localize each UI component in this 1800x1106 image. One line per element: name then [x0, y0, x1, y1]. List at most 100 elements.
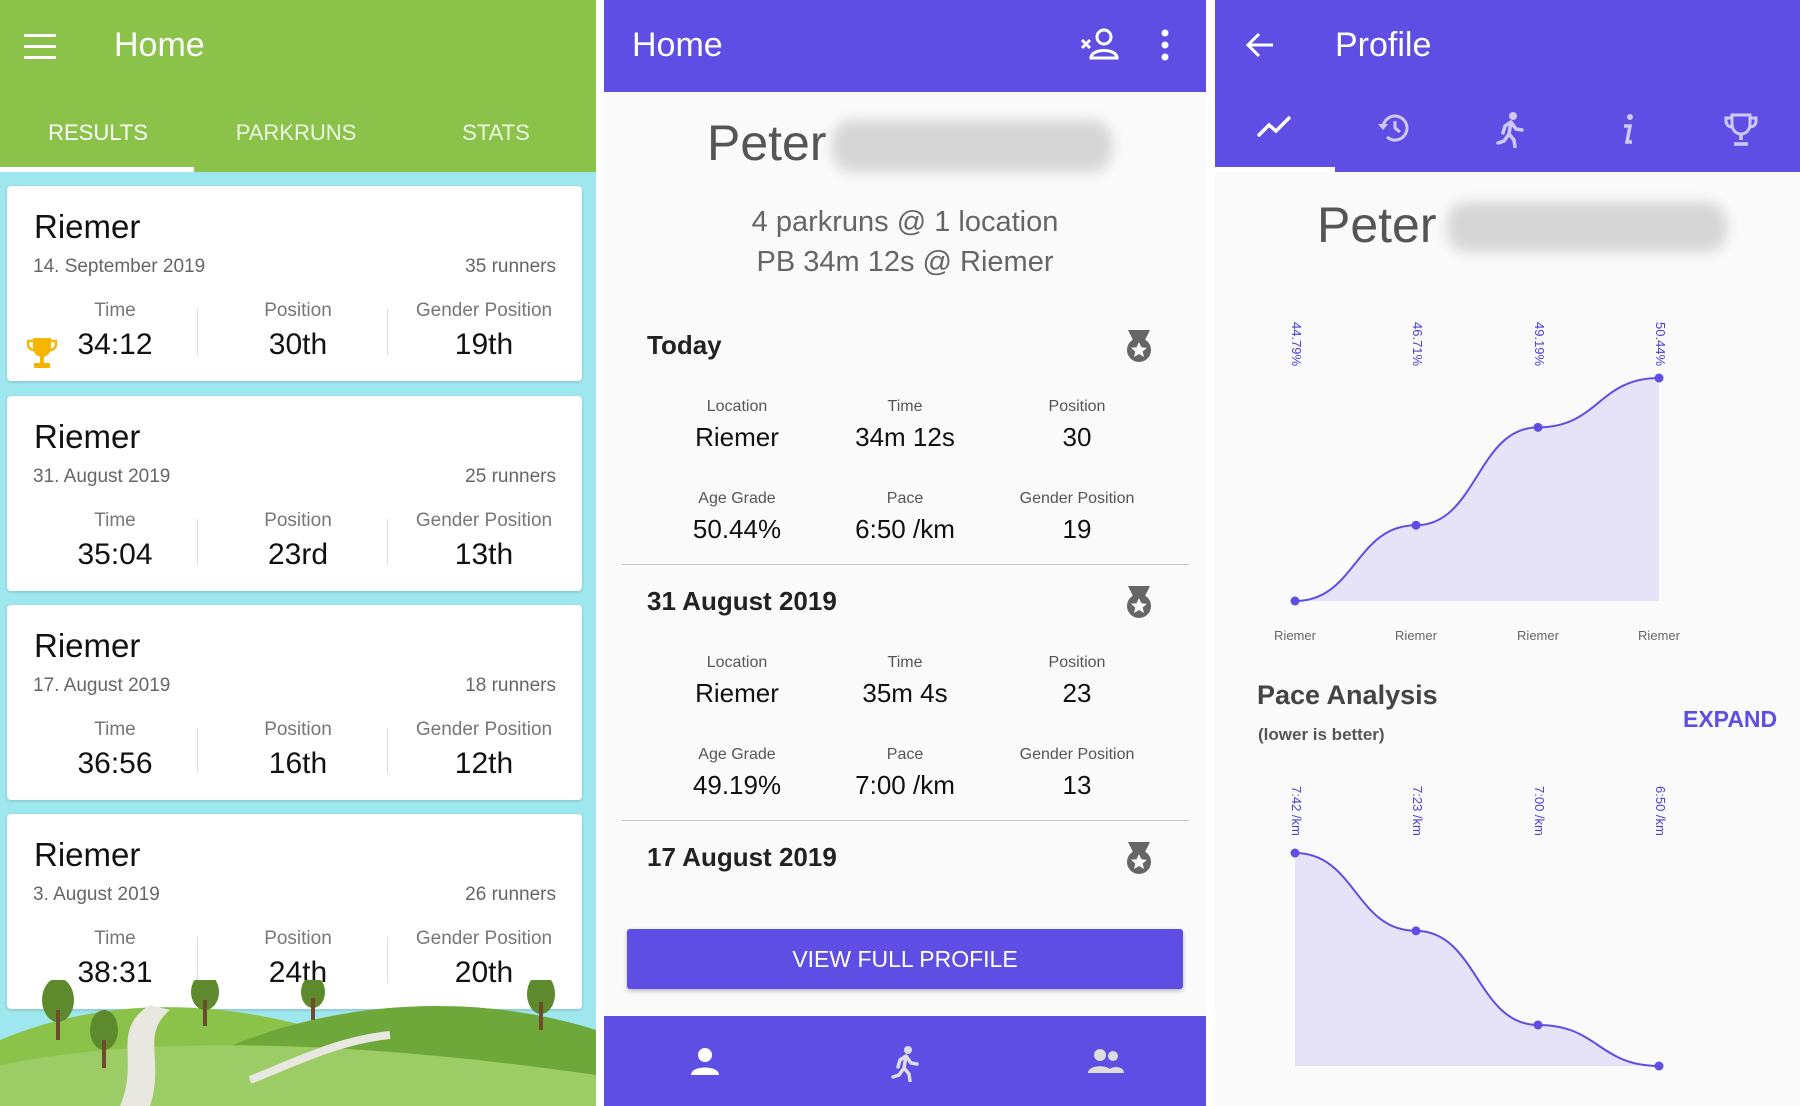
trophy-icon — [27, 338, 57, 368]
tab-info[interactable] — [1569, 112, 1687, 151]
gender-position-label: Gender Position — [415, 719, 553, 740]
time-value: 34m 12s — [855, 422, 955, 452]
result-card[interactable]: Riemer 31. August 2019 25 runners Time 3… — [7, 396, 582, 591]
result-runners: 26 runners — [465, 884, 556, 905]
divider — [387, 519, 388, 565]
result-card[interactable]: Riemer 3. August 2019 26 runners Time 38… — [7, 814, 582, 1009]
time-column: Time 35m 4s — [805, 654, 1005, 709]
age-grade-chart: 44.79% Riemer 46.71% Riemer 49.19% Riemer 50.4… — [1274, 322, 1681, 643]
result-date: 14. September 2019 — [33, 256, 206, 277]
gender-position-column: Gender Position 13th — [394, 510, 574, 572]
result-runners: 18 runners — [465, 675, 556, 696]
divider — [387, 728, 388, 774]
run-icon[interactable] — [890, 1046, 920, 1082]
gender-position-value: 12th — [454, 747, 514, 780]
time-label: Time — [887, 398, 923, 415]
data-label: 7:23 /km — [1410, 786, 1425, 836]
divider — [621, 564, 1189, 565]
gender-position-value: 13 — [1062, 770, 1092, 800]
time-column: Time 38:31 — [25, 928, 205, 990]
result-location: Riemer — [34, 836, 141, 873]
tab-history[interactable] — [1333, 112, 1451, 149]
position-column: Position 30 — [977, 398, 1177, 453]
person-add-icon[interactable] — [1080, 26, 1122, 62]
group-icon[interactable] — [1088, 1046, 1124, 1076]
data-point — [1654, 373, 1664, 383]
age-grade-column: Age Grade 50.44% — [637, 490, 837, 545]
park-illustration — [0, 980, 596, 1106]
result-location: Riemer — [34, 208, 141, 245]
tab-achievements[interactable] — [1682, 112, 1800, 153]
divider — [197, 519, 198, 565]
position-label: Position — [264, 300, 332, 321]
result-card[interactable]: Riemer 14. September 2019 35 runners Tim… — [7, 186, 582, 381]
age-grade-column: Age Grade 49.19% — [637, 746, 837, 801]
result-location: Riemer — [34, 418, 141, 455]
more-vert-icon[interactable] — [1160, 28, 1170, 62]
view-full-profile-button[interactable]: VIEW FULL PROFILE — [627, 929, 1183, 989]
x-tick-label: Riemer — [1395, 628, 1438, 643]
app-bar: Home — [604, 0, 1206, 92]
pace-value: 7:00 /km — [855, 770, 955, 800]
gender-position-column: Gender Position 20th — [394, 928, 574, 990]
result-date: 3. August 2019 — [33, 884, 160, 905]
tab-progress[interactable] — [1215, 112, 1333, 145]
time-column: Time 35:04 — [25, 510, 205, 572]
result-card[interactable]: Riemer 17. August 2019 18 runners Time 3… — [7, 605, 582, 800]
tab-results[interactable]: RESULTS — [48, 120, 148, 145]
medal-icon[interactable] — [1124, 328, 1154, 364]
position-label: Position — [264, 719, 332, 740]
results-screen: Home RESULTS PARKRUNS STATS Riemer 14. S… — [0, 0, 596, 1106]
position-label: Position — [264, 928, 332, 949]
run-icon — [1496, 112, 1524, 149]
chart-area — [1295, 853, 1659, 1066]
result-date: 17. August 2019 — [33, 675, 171, 696]
location-column: Location Riemer — [637, 654, 837, 709]
medal-icon[interactable] — [1124, 584, 1154, 620]
gender-position-column: Gender Position 12th — [394, 719, 574, 781]
pace-analysis-note: (lower is better) — [1258, 725, 1385, 744]
gender-position-column: Gender Position 13 — [977, 746, 1177, 801]
trophy-icon — [1724, 113, 1758, 146]
gender-position-column: Gender Position 19th — [394, 300, 574, 362]
result-date: 31. August 2019 — [33, 466, 171, 487]
bottom-navigation — [604, 1016, 1206, 1106]
app-bar: Home RESULTS PARKRUNS STATS — [0, 0, 596, 172]
data-point — [1290, 596, 1300, 606]
pace-label: Pace — [886, 746, 924, 763]
runner-first-name: Peter — [707, 115, 827, 171]
position-column: Position 23 — [977, 654, 1177, 709]
location-value: Riemer — [695, 678, 779, 708]
summary-count: 4 parkruns @ 1 location — [751, 206, 1059, 238]
person-icon[interactable] — [690, 1046, 720, 1076]
time-value: 35m 4s — [862, 678, 948, 708]
gender-position-value: 20th — [454, 956, 514, 989]
menu-icon[interactable] — [24, 34, 56, 60]
data-label: 6:50 /km — [1653, 786, 1668, 836]
location-column: Location Riemer — [637, 398, 837, 453]
home-profile-screen: Home Peter 4 parkruns @ 1 location PB 34… — [604, 0, 1206, 1106]
data-point — [1290, 848, 1300, 858]
result-location: Riemer — [34, 627, 141, 664]
tab-runs[interactable] — [1451, 112, 1569, 153]
data-label: 50.44% — [1653, 322, 1668, 367]
expand-button[interactable]: EXPAND — [1683, 706, 1778, 732]
data-point — [1411, 520, 1421, 530]
app-bar: Profile — [1215, 0, 1800, 172]
runner-first-name: Peter — [1317, 197, 1437, 253]
data-point — [1533, 422, 1543, 432]
tab-stats[interactable]: STATS — [462, 120, 530, 145]
time-value: 34:12 — [77, 328, 153, 361]
location-label: Location — [706, 654, 768, 671]
location-value: Riemer — [695, 422, 779, 452]
page-title: Home — [632, 26, 723, 64]
time-label: Time — [887, 654, 923, 671]
age-grade-value: 50.44% — [692, 514, 782, 544]
tab-parkruns[interactable]: PARKRUNS — [235, 120, 357, 145]
medal-icon[interactable] — [1124, 840, 1154, 876]
data-point — [1533, 1020, 1543, 1030]
position-label: Position — [1048, 398, 1106, 415]
divider — [197, 937, 198, 983]
section-heading: 31 August 2019 — [647, 586, 837, 616]
arrow-back-icon[interactable] — [1245, 30, 1275, 60]
